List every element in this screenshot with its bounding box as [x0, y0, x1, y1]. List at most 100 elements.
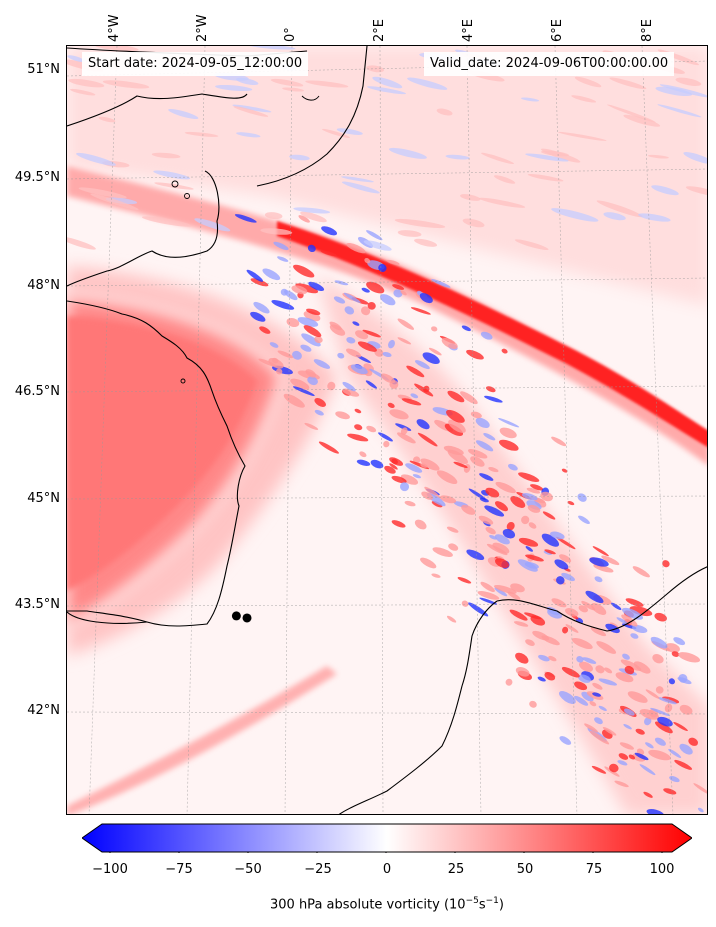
vorticity-cell: [616, 617, 628, 625]
vorticity-cell: [355, 330, 369, 340]
vorticity-cell: [253, 301, 270, 314]
vorticity-cell: [627, 691, 648, 703]
vorticity-cell: [485, 526, 496, 535]
vorticity-streak: [289, 154, 310, 161]
marker-2: [242, 613, 252, 623]
vorticity-cell: [276, 368, 283, 375]
vorticity-cell: [480, 581, 495, 593]
vorticity-streak: [603, 212, 626, 221]
vorticity-cell: [645, 689, 660, 699]
vorticity-cell: [589, 701, 597, 707]
vorticity-cell: [461, 325, 472, 332]
vorticity-cell: [652, 654, 664, 664]
colorbar-title-end: ): [498, 897, 504, 913]
vorticity-cell: [499, 439, 519, 451]
vorticity-cell: [391, 475, 407, 484]
vorticity-cell: [479, 473, 494, 481]
vorticity-cell: [592, 546, 609, 557]
marker-1: [231, 611, 241, 621]
vorticity-cell: [298, 215, 310, 223]
vorticity-cell: [592, 692, 602, 697]
lon-label-6e: 6°E: [550, 19, 565, 42]
vorticity-streak: [479, 197, 526, 208]
vorticity-cell: [508, 463, 518, 471]
vorticity-cell: [384, 465, 396, 474]
vorticity-cell: [291, 285, 308, 295]
vorticity-cell: [499, 427, 517, 439]
colorbar-title-unit: s: [478, 897, 486, 913]
vorticity-cell: [335, 411, 350, 420]
vorticity-cell: [293, 264, 315, 278]
vorticity-cell: [565, 624, 579, 633]
vorticity-cell: [420, 458, 440, 471]
vorticity-cell: [605, 623, 620, 634]
vorticity-cell: [540, 491, 553, 502]
vorticity-cell: [633, 661, 651, 674]
vorticity-cell: [678, 652, 701, 663]
vorticity-cell: [507, 591, 521, 600]
vorticity-cell: [594, 576, 603, 583]
colorbar-tick-label: −25: [304, 862, 332, 877]
vorticity-cell: [337, 352, 345, 359]
vorticity-cell: [515, 666, 530, 677]
vorticity-cell: [460, 391, 478, 405]
vorticity-cell: [321, 226, 338, 236]
vorticity-streak: [521, 97, 540, 102]
vorticity-cell: [419, 293, 433, 304]
vorticity-cell: [297, 317, 319, 327]
vorticity-cell: [352, 321, 360, 326]
vorticity-cell: [585, 590, 604, 604]
vorticity-cell: [582, 657, 597, 664]
vorticity-cell: [388, 339, 395, 349]
vorticity-cell: [271, 300, 295, 310]
vorticity-cell: [416, 419, 430, 430]
vorticity-cell: [646, 809, 665, 814]
vorticity-streak: [574, 76, 602, 88]
vorticity-cell: [397, 318, 415, 330]
colorbar-tick-label: −75: [165, 862, 193, 877]
vorticity-cell: [581, 691, 594, 702]
vorticity-streak: [236, 132, 261, 138]
vorticity-cell: [366, 281, 385, 294]
vorticity-streak: [541, 150, 569, 157]
vorticity-cell: [466, 549, 485, 561]
colorbar-title-text: 300 hPa absolute vorticity (10: [270, 897, 466, 913]
vorticity-streak: [609, 77, 647, 90]
start-date-label: Start date: 2024-09-05_12:00:00: [82, 52, 309, 76]
vorticity-streak: [76, 152, 116, 166]
vorticity-cell: [320, 250, 337, 257]
vorticity-cell: [657, 697, 677, 705]
vorticity-cell: [397, 432, 416, 444]
vorticity-cell: [400, 290, 407, 296]
vorticity-cell: [342, 381, 356, 392]
colorbar-title: 300 hPa absolute vorticity (10−5s−1): [0, 896, 716, 912]
vorticity-cell: [596, 641, 617, 654]
vorticity-cell: [650, 636, 668, 649]
vorticity-cell: [246, 269, 264, 282]
vorticity-cell: [494, 501, 509, 512]
vorticity-streak: [184, 131, 219, 137]
vorticity-cell: [530, 615, 546, 626]
vorticity-cell: [688, 737, 699, 746]
vorticity-streak: [460, 194, 481, 201]
vorticity-cell: [307, 376, 318, 386]
vorticity-cell: [590, 627, 607, 637]
vorticity-cell: [277, 256, 289, 262]
vorticity-streak: [366, 86, 407, 95]
lon-label-8e: 8°E: [640, 19, 655, 42]
vorticity-cell: [655, 686, 664, 694]
vorticity-cell: [518, 537, 539, 547]
vorticity-cell: [412, 474, 421, 479]
vorticity-cell: [333, 296, 346, 304]
vorticity-cell: [577, 493, 587, 502]
vorticity-cell: [250, 278, 269, 287]
vorticity-cell: [602, 726, 617, 736]
vorticity-cell: [475, 417, 490, 429]
vorticity-streak: [372, 76, 403, 89]
vorticity-cell: [525, 554, 544, 562]
vorticity-cell: [525, 639, 535, 646]
graticule: [67, 46, 707, 814]
vorticity-cell: [485, 487, 500, 498]
vorticity-streak: [647, 154, 669, 159]
vorticity-cell: [644, 717, 652, 726]
